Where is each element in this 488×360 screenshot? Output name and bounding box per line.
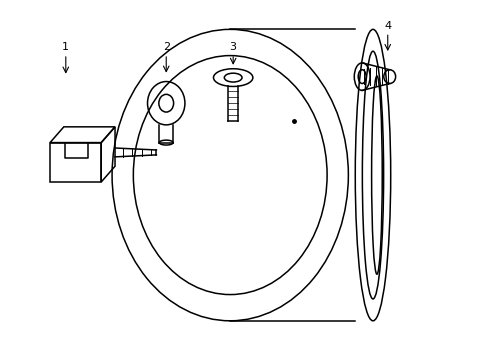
Text: 2: 2 <box>163 42 169 52</box>
Text: 3: 3 <box>229 42 236 52</box>
Text: 1: 1 <box>62 42 69 52</box>
Text: 4: 4 <box>384 21 390 31</box>
